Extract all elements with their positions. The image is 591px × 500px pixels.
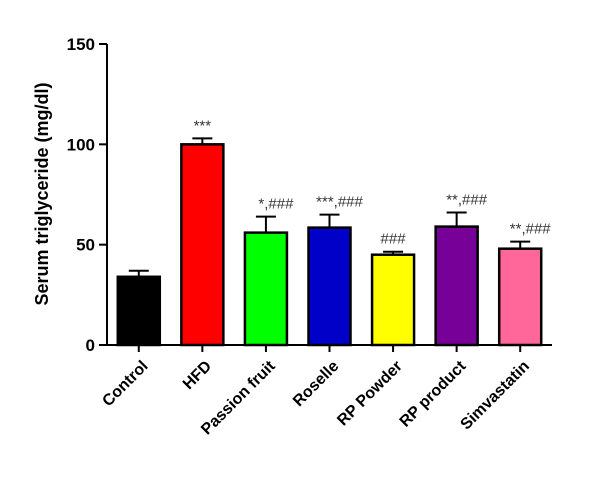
bar bbox=[307, 226, 352, 347]
bar bbox=[243, 231, 289, 347]
significance-label: **,### bbox=[446, 192, 488, 209]
category-label: Roselle bbox=[290, 358, 342, 410]
bar bbox=[370, 253, 416, 347]
y-axis: 0 50 100 150 bbox=[67, 35, 108, 355]
significance-label: ***,### bbox=[316, 194, 363, 211]
category-label: Control bbox=[99, 358, 151, 410]
bar bbox=[180, 143, 225, 347]
bar bbox=[434, 225, 479, 347]
bars: *** *,### ***,### ### **,### **,### bbox=[116, 117, 552, 347]
y-tick-label: 100 bbox=[67, 135, 95, 154]
significance-label: ### bbox=[381, 231, 407, 248]
significance-label: *** bbox=[194, 117, 212, 134]
bar bbox=[116, 275, 162, 347]
significance-label: **,### bbox=[510, 221, 552, 238]
significance-label: *,### bbox=[258, 196, 294, 213]
y-tick-label: 0 bbox=[86, 336, 95, 355]
y-tick-label: 50 bbox=[76, 236, 95, 255]
y-tick-label: 150 bbox=[67, 35, 95, 54]
category-label: Simvastatin bbox=[458, 358, 534, 434]
y-axis-title: Serum triglyceride (mg/dl) bbox=[32, 82, 52, 305]
bar bbox=[497, 247, 543, 347]
category-label: HFD bbox=[180, 358, 215, 393]
category-label: RP Powder bbox=[334, 358, 406, 430]
